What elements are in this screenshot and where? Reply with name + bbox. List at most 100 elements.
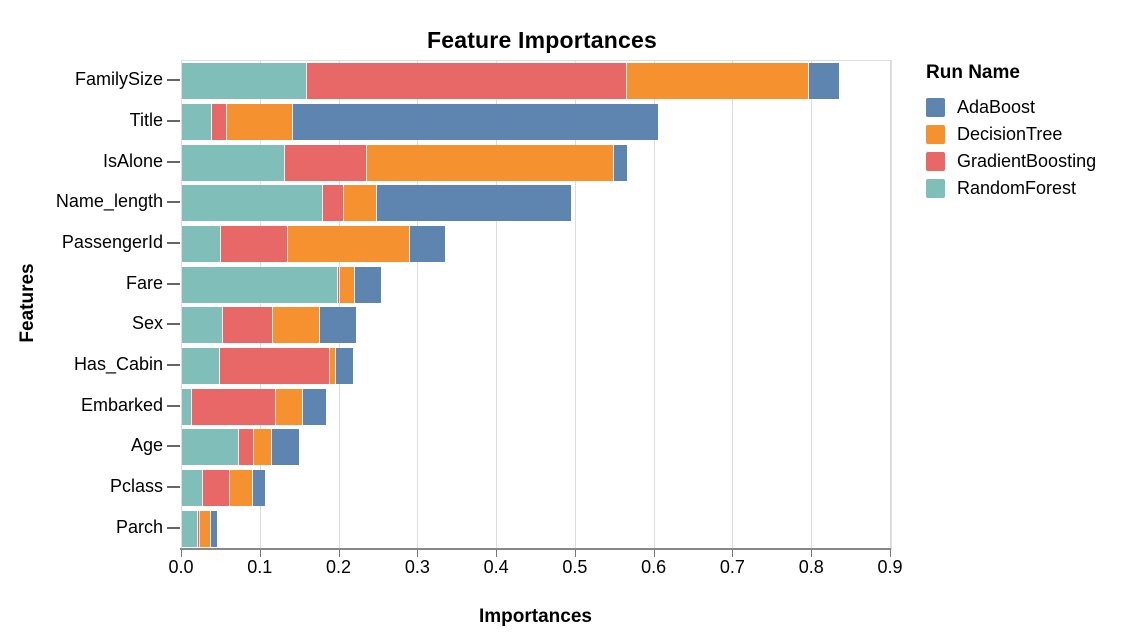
bar-row xyxy=(182,63,891,100)
x-axis-title: Importances xyxy=(479,606,592,627)
bar-segment-adaboost xyxy=(319,307,357,344)
y-axis-label: Embarked xyxy=(80,394,163,415)
bar-segment-randomforest xyxy=(182,226,220,262)
bar-segment-gradientboosting xyxy=(202,470,230,506)
x-tick-label: 0.8 xyxy=(798,557,824,577)
y-axis-tick xyxy=(167,120,180,122)
bar-segment-gradientboosting xyxy=(306,63,627,100)
y-axis-label: FamilySize xyxy=(74,69,163,90)
bar-segment-adaboost xyxy=(252,470,265,506)
bar-row xyxy=(182,307,891,344)
x-axis-domain-line xyxy=(180,548,891,550)
bar-segment-decisiontree xyxy=(626,63,809,100)
bar-segment-randomforest xyxy=(182,144,285,181)
y-axis-label: IsAlone xyxy=(102,150,163,171)
bar-segment-gradientboosting xyxy=(219,226,287,262)
bar-row xyxy=(182,226,891,262)
y-axis-tick xyxy=(167,201,180,204)
chart-title: Feature Importances xyxy=(426,27,658,53)
bar-segment-decisiontree xyxy=(271,307,320,344)
y-axis-tick xyxy=(167,404,180,407)
bar-segment-adaboost xyxy=(375,185,572,222)
legend-entry: AdaBoost xyxy=(926,97,1096,117)
y-axis-label: Age xyxy=(130,435,163,456)
x-tick-label: 0.4 xyxy=(483,557,509,577)
legend-entry: DecisionTree xyxy=(926,124,1096,144)
y-axis-tick xyxy=(167,79,180,82)
bar-segment-decisiontree xyxy=(342,185,376,222)
bar-segment-gradientboosting xyxy=(284,144,367,181)
bar-segment-gradientboosting xyxy=(211,104,227,140)
grid-line xyxy=(417,61,419,549)
y-axis-label: Fare xyxy=(125,272,163,293)
grid-line xyxy=(496,61,498,549)
legend-label: DecisionTree xyxy=(957,124,1063,144)
y-axis-tick xyxy=(167,486,180,488)
bar-row xyxy=(182,388,891,425)
bar-segment-randomforest xyxy=(182,388,191,425)
x-tick-label: 0.9 xyxy=(877,557,903,577)
y-axis-label: PassengerId xyxy=(61,232,163,252)
x-tick-label: 0.1 xyxy=(247,557,273,577)
bar-segment-adaboost xyxy=(408,226,446,262)
y-axis-title: Features xyxy=(17,263,38,343)
bar-segment-randomforest xyxy=(182,185,323,222)
grid-line xyxy=(890,61,891,549)
grid-line xyxy=(259,61,261,549)
y-axis-tick xyxy=(167,282,180,285)
x-axis-tick xyxy=(496,550,498,557)
bar-row xyxy=(182,348,891,384)
bar-row xyxy=(182,470,891,506)
legend-swatch xyxy=(926,98,945,117)
bar-segment-adaboost xyxy=(209,510,218,547)
legend-entries: AdaBoost DecisionTree GradientBoosting Rand… xyxy=(926,97,1096,198)
y-axis-tick xyxy=(167,242,180,244)
bar-segment-adaboost xyxy=(808,63,839,100)
bar-segment-adaboost xyxy=(353,266,382,303)
bar-segment-adaboost xyxy=(271,429,299,466)
bar-segment-randomforest xyxy=(182,510,197,547)
y-axis-label: Parch xyxy=(115,516,163,537)
legend-label: RandomForest xyxy=(957,178,1077,198)
legend-label: AdaBoost xyxy=(957,97,1036,117)
grid-line xyxy=(574,61,576,549)
bar-row xyxy=(182,144,891,181)
bar-row xyxy=(182,510,891,547)
bar-segment-decisiontree xyxy=(338,266,354,303)
y-axis-label: Pclass xyxy=(109,476,163,496)
grid-line xyxy=(653,61,655,549)
legend-entry: RandomForest xyxy=(926,178,1096,198)
bar-segment-decisiontree xyxy=(286,226,409,262)
x-axis-tick xyxy=(181,550,182,557)
x-axis-tick xyxy=(653,550,655,557)
bar-segment-decisiontree xyxy=(252,429,271,466)
legend-swatch xyxy=(926,125,945,144)
bar-segment-randomforest xyxy=(182,307,223,344)
y-axis-label: Name_length xyxy=(55,191,163,212)
x-tick-label: 0.2 xyxy=(326,557,352,577)
x-axis-tick xyxy=(732,550,734,557)
x-tick-label: 0.0 xyxy=(168,557,194,577)
bar-row xyxy=(182,185,891,222)
legend-swatch xyxy=(926,152,945,171)
y-axis-tick xyxy=(167,445,180,448)
bar-segment-adaboost xyxy=(334,348,353,384)
x-tick-label: 0.7 xyxy=(719,557,745,577)
bar-segment-randomforest xyxy=(182,266,338,303)
bar-segment-decisiontree xyxy=(328,348,335,384)
bar-segment-gradientboosting xyxy=(222,307,272,344)
bar-segment-gradientboosting xyxy=(337,266,339,303)
y-axis-tick xyxy=(167,364,180,366)
x-axis-tick xyxy=(259,550,261,557)
y-axis-tick xyxy=(167,160,180,163)
bar-segment-randomforest xyxy=(182,470,203,506)
bar-segment-adaboost xyxy=(612,144,628,181)
bar-segment-adaboost xyxy=(301,388,327,425)
y-axis-label: Has_Cabin xyxy=(73,354,163,374)
bar-segment-gradientboosting xyxy=(196,510,200,547)
bar-segment-adaboost xyxy=(292,104,658,140)
plot-area xyxy=(181,60,892,550)
x-tick-label: 0.5 xyxy=(562,557,588,577)
bar-segment-decisiontree xyxy=(366,144,613,181)
